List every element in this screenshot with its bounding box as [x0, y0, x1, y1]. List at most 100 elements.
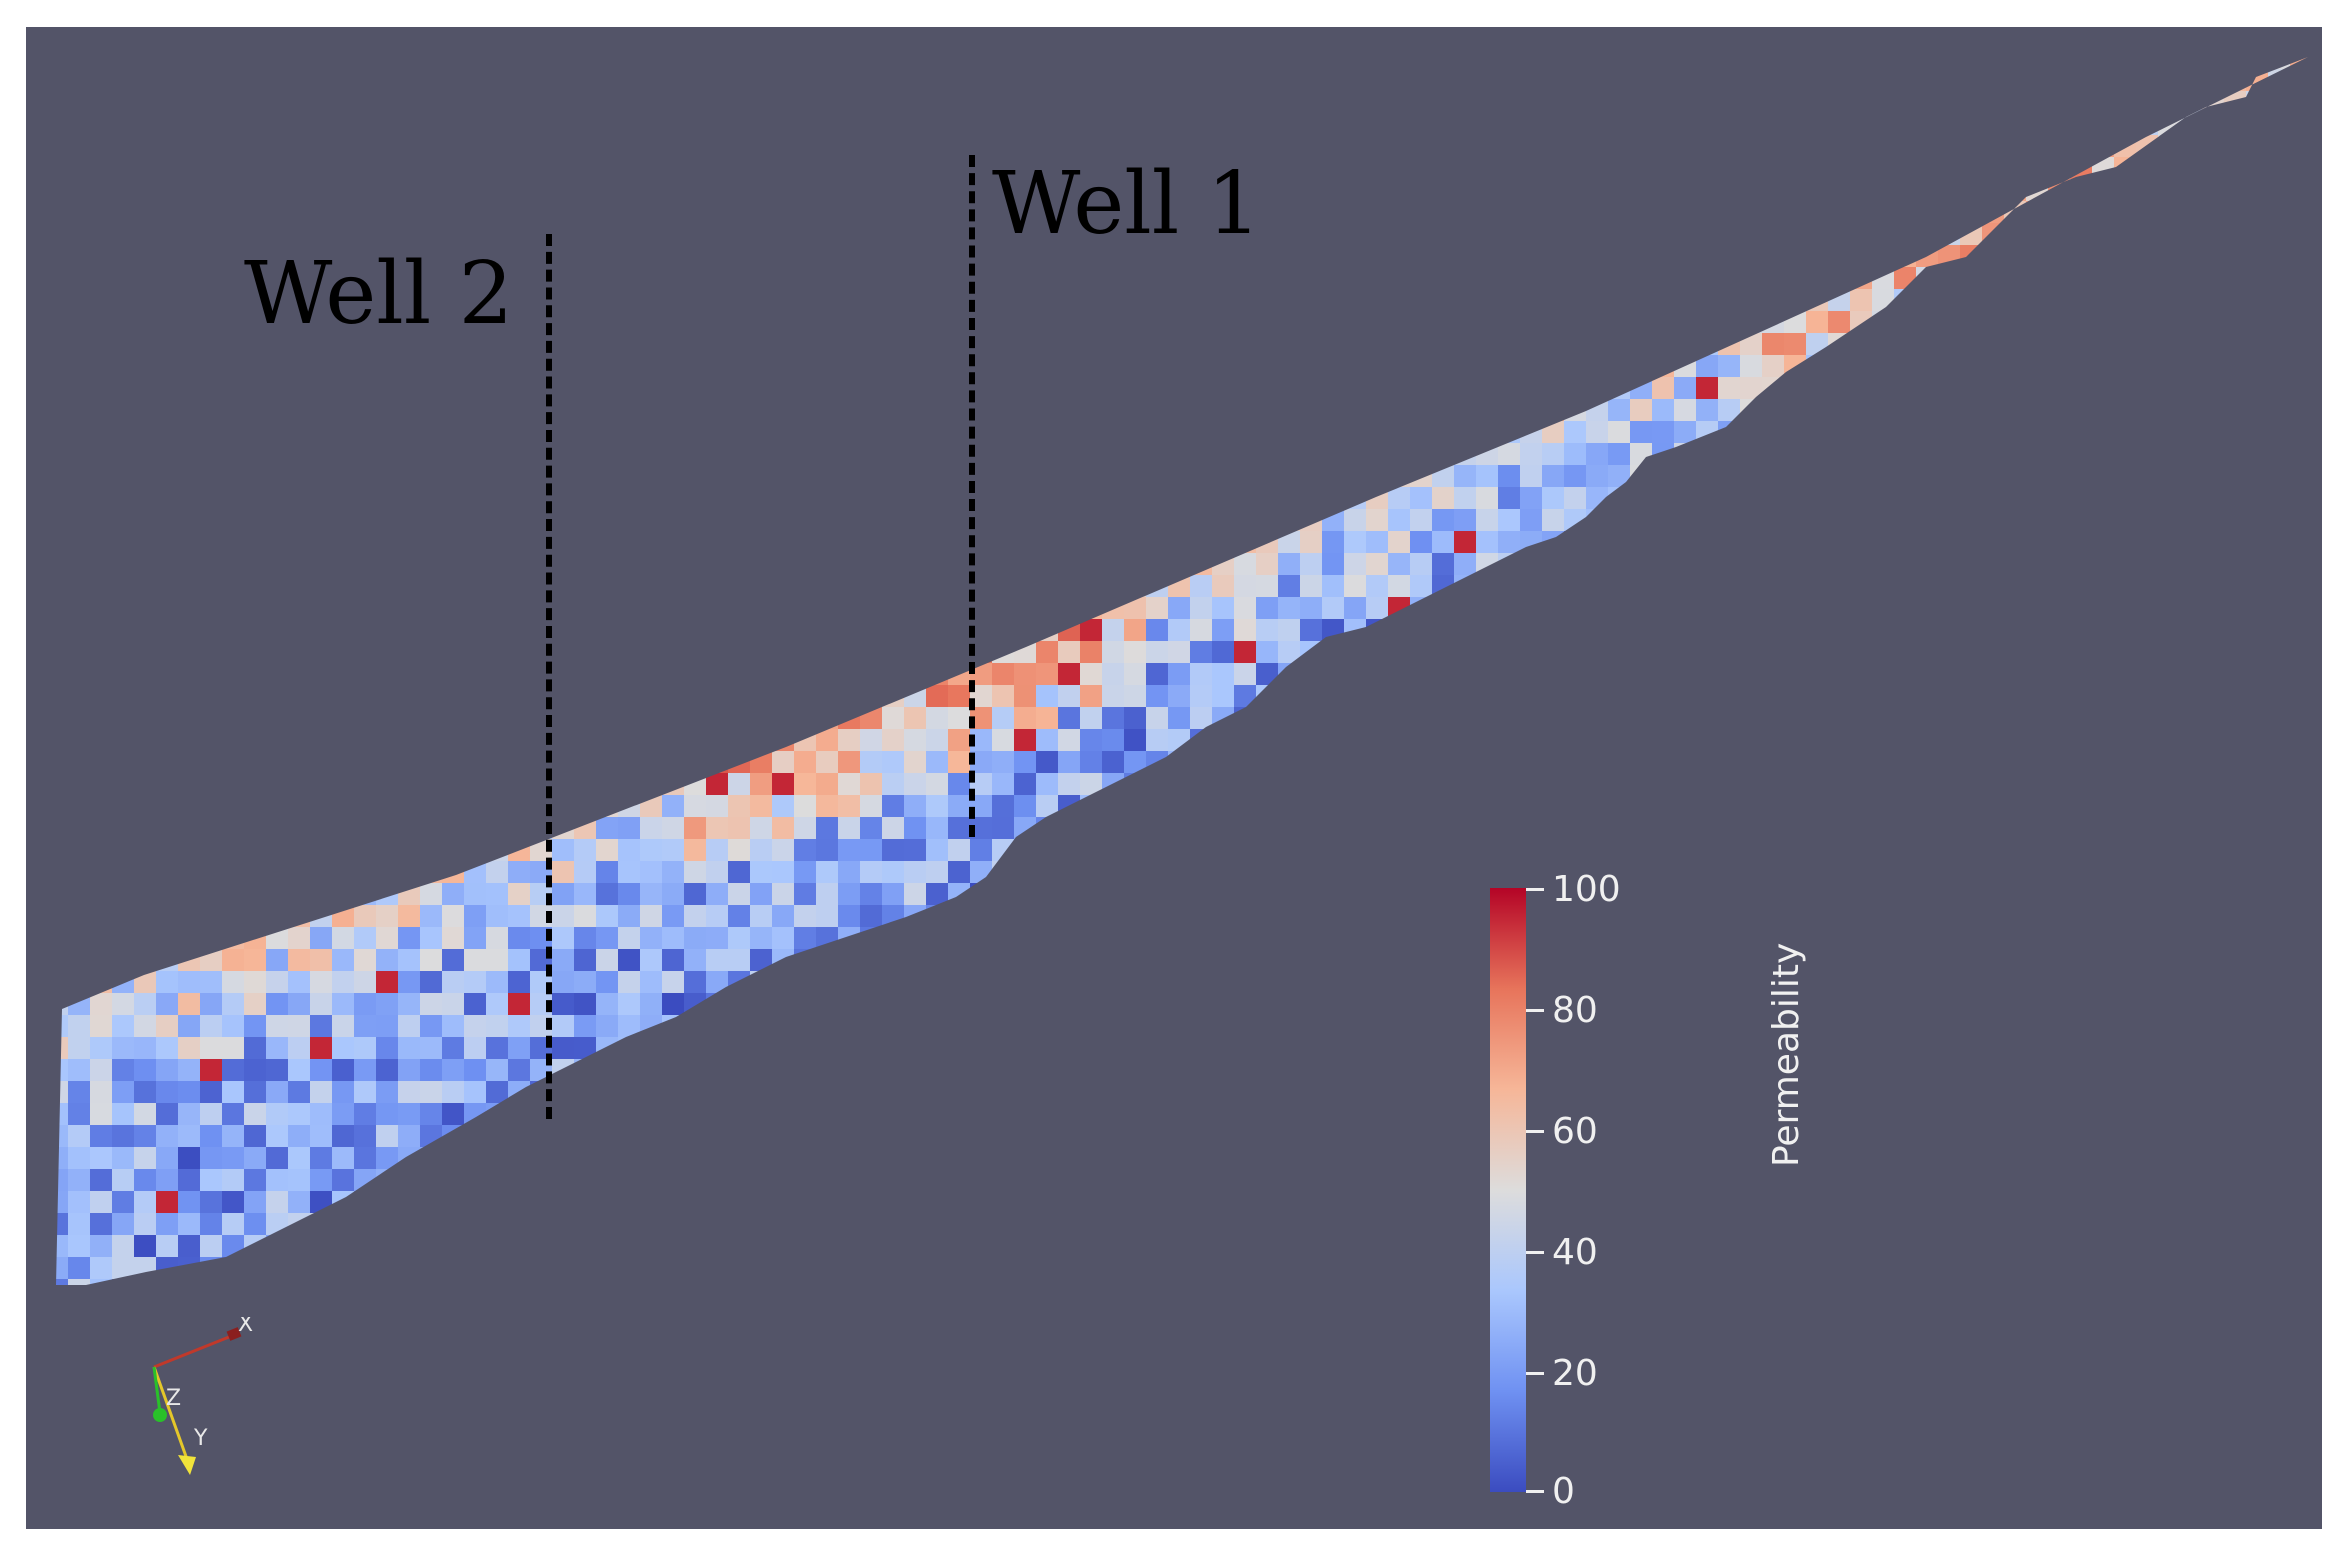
grid-cell	[816, 201, 838, 223]
grid-cell	[1762, 69, 1784, 91]
grid-cell	[1080, 1059, 1102, 1081]
grid-cell	[992, 619, 1014, 641]
grid-cell	[772, 1081, 794, 1103]
grid-cell	[926, 663, 948, 685]
grid-cell	[2224, 1059, 2246, 1081]
grid-cell	[1432, 179, 1454, 201]
grid-cell	[1300, 399, 1322, 421]
grid-cell	[706, 113, 728, 135]
grid-cell	[464, 487, 486, 509]
grid-cell	[2180, 971, 2202, 993]
grid-cell	[1080, 861, 1102, 883]
grid-cell	[1762, 531, 1784, 553]
grid-cell	[1102, 839, 1124, 861]
grid-cell	[1322, 245, 1344, 267]
render-viewport[interactable]: Well 1 Well 2 100 80 60 40 20 0 Permeabi…	[26, 27, 2322, 1529]
grid-cell	[684, 311, 706, 333]
grid-cell	[816, 91, 838, 113]
grid-cell	[1652, 333, 1674, 355]
grid-cell	[640, 971, 662, 993]
grid-cell	[1762, 663, 1784, 685]
grid-cell	[2312, 619, 2322, 641]
grid-cell	[706, 1059, 728, 1081]
grid-cell	[1256, 1081, 1278, 1103]
grid-cell	[2136, 311, 2158, 333]
grid-cell	[2026, 355, 2048, 377]
grid-cell	[376, 795, 398, 817]
grid-cell	[1410, 355, 1432, 377]
grid-cell	[1036, 1037, 1058, 1059]
grid-cell	[1982, 883, 2004, 905]
grid-cell	[1872, 685, 1894, 707]
grid-cell	[728, 817, 750, 839]
grid-cell	[2092, 1015, 2114, 1037]
grid-cell	[1520, 861, 1542, 883]
grid-cell	[2202, 597, 2224, 619]
grid-cell	[1740, 179, 1762, 201]
grid-cell	[1234, 729, 1256, 751]
grid-cell	[1278, 443, 1300, 465]
grid-cell	[1278, 663, 1300, 685]
grid-cell	[706, 663, 728, 685]
grid-cell	[1212, 663, 1234, 685]
grid-cell	[904, 553, 926, 575]
grid-cell	[992, 311, 1014, 333]
grid-cell	[1784, 245, 1806, 267]
grid-cell	[2202, 355, 2224, 377]
grid-cell	[486, 399, 508, 421]
grid-cell	[2004, 993, 2026, 1015]
grid-cell	[1674, 641, 1696, 663]
grid-cell	[772, 707, 794, 729]
grid-cell	[2268, 839, 2290, 861]
grid-cell	[222, 817, 244, 839]
grid-cell	[1740, 597, 1762, 619]
grid-cell	[574, 883, 596, 905]
grid-cell	[2092, 1081, 2114, 1103]
grid-cell	[1080, 619, 1102, 641]
grid-cell	[332, 135, 354, 157]
grid-cell	[926, 575, 948, 597]
grid-cell	[1344, 531, 1366, 553]
grid-cell	[2136, 509, 2158, 531]
grid-cell	[596, 443, 618, 465]
grid-cell	[288, 773, 310, 795]
grid-cell	[2048, 861, 2070, 883]
grid-cell	[772, 57, 794, 69]
grid-cell	[750, 245, 772, 267]
grid-cell	[552, 773, 574, 795]
grid-cell	[2136, 201, 2158, 223]
grid-cell	[1322, 69, 1344, 91]
grid-cell	[354, 685, 376, 707]
grid-cell	[2136, 729, 2158, 751]
grid-cell	[1080, 421, 1102, 443]
grid-cell	[1168, 817, 1190, 839]
grid-cell	[420, 421, 442, 443]
grid-cell	[728, 465, 750, 487]
grid-cell	[1014, 377, 1036, 399]
grid-cell	[860, 399, 882, 421]
grid-cell	[926, 57, 948, 69]
grid-cell	[1058, 905, 1080, 927]
grid-cell	[398, 949, 420, 971]
grid-cell	[1454, 817, 1476, 839]
grid-cell	[2180, 267, 2202, 289]
grid-cell	[706, 223, 728, 245]
grid-cell	[56, 113, 68, 135]
grid-cell	[1212, 267, 1234, 289]
grid-cell	[2048, 377, 2070, 399]
grid-cell	[2246, 135, 2268, 157]
grid-cell	[1366, 135, 1388, 157]
grid-cell	[1674, 663, 1696, 685]
grid-cell	[904, 729, 926, 751]
grid-cell	[684, 773, 706, 795]
grid-cell	[398, 795, 420, 817]
grid-cell	[1960, 751, 1982, 773]
grid-cell	[1740, 421, 1762, 443]
grid-cell	[1938, 509, 1960, 531]
grid-cell	[2070, 641, 2092, 663]
grid-cell	[1344, 795, 1366, 817]
grid-cell	[376, 707, 398, 729]
grid-cell	[56, 135, 68, 157]
grid-cell	[1432, 553, 1454, 575]
grid-cell	[156, 839, 178, 861]
